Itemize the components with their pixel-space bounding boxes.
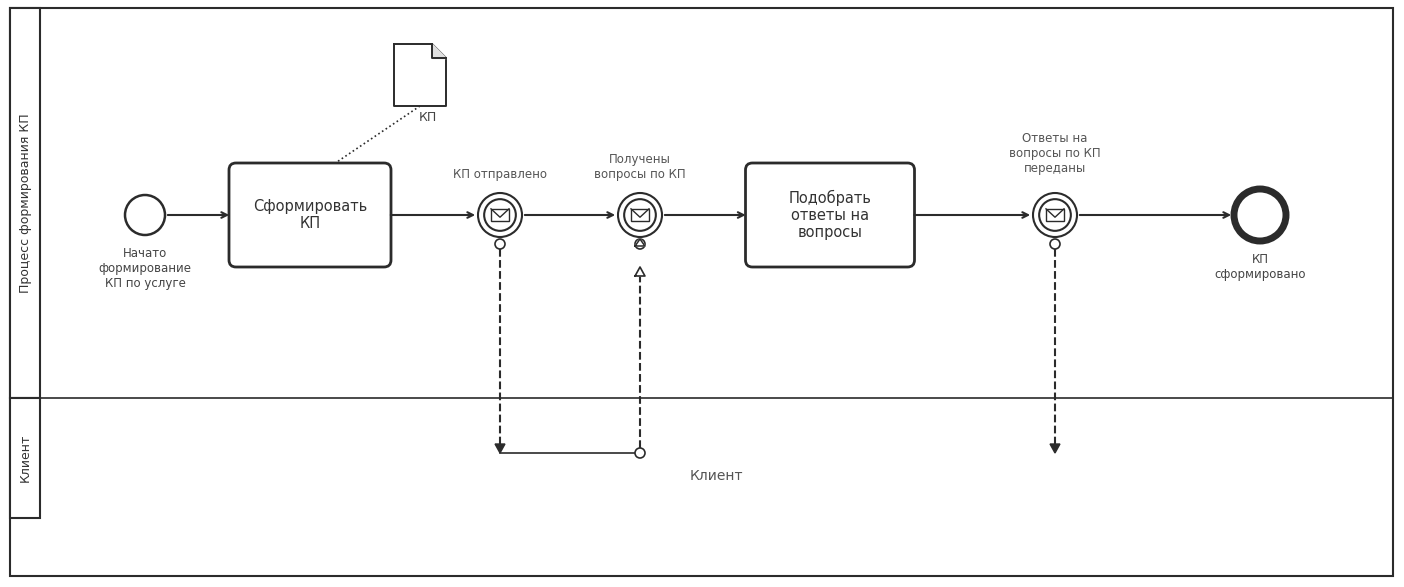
- Circle shape: [477, 193, 522, 237]
- Circle shape: [1050, 239, 1060, 249]
- Circle shape: [1033, 193, 1077, 237]
- Circle shape: [618, 193, 663, 237]
- Text: КП отправлено: КП отправлено: [453, 168, 548, 181]
- Text: КП
сформировано: КП сформировано: [1214, 253, 1306, 281]
- Text: Ответы на
вопросы по КП
переданы: Ответы на вопросы по КП переданы: [1009, 132, 1101, 175]
- Bar: [10, 398, 39, 518]
- Circle shape: [635, 448, 644, 458]
- Polygon shape: [496, 444, 505, 453]
- Bar: [630, 209, 649, 221]
- FancyBboxPatch shape: [229, 163, 390, 267]
- FancyBboxPatch shape: [746, 163, 914, 267]
- Text: Получены
вопросы по КП: Получены вопросы по КП: [594, 153, 685, 181]
- Bar: [1046, 209, 1064, 221]
- Polygon shape: [635, 239, 644, 246]
- Circle shape: [1234, 189, 1286, 241]
- Text: Процесс формирования КП: Процесс формирования КП: [18, 113, 31, 293]
- Text: Подобрать
ответы на
вопросы: Подобрать ответы на вопросы: [789, 190, 872, 241]
- Circle shape: [1039, 199, 1071, 231]
- Bar: [491, 209, 510, 221]
- Polygon shape: [635, 267, 644, 276]
- Polygon shape: [432, 44, 446, 58]
- Text: Начато
формирование
КП по услуге: Начато формирование КП по услуге: [98, 247, 191, 290]
- Polygon shape: [395, 44, 446, 106]
- Circle shape: [635, 239, 644, 249]
- Bar: [10, 8, 39, 398]
- Circle shape: [125, 195, 166, 235]
- Text: КП: КП: [418, 111, 437, 124]
- Text: Клиент: Клиент: [689, 469, 743, 483]
- Circle shape: [496, 239, 505, 249]
- Text: Клиент: Клиент: [18, 434, 31, 482]
- Text: Сформировать
КП: Сформировать КП: [253, 199, 366, 231]
- Circle shape: [484, 199, 515, 231]
- Circle shape: [625, 199, 656, 231]
- Polygon shape: [1050, 444, 1060, 453]
